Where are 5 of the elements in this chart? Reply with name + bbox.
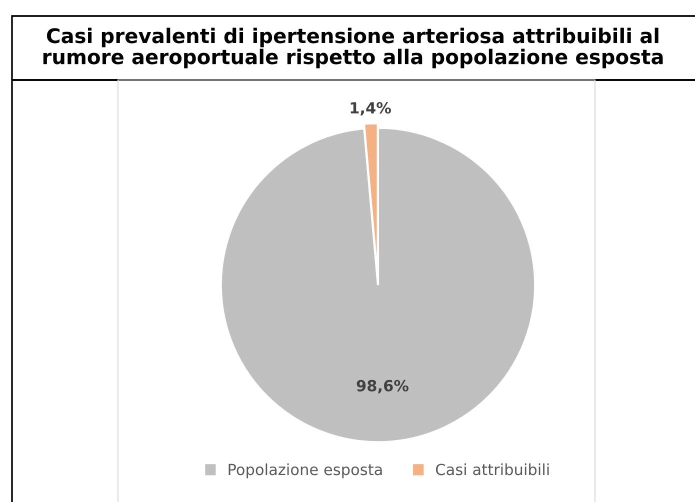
data-label: 1,4% [350,102,391,116]
data-label: 98,6% [356,380,409,394]
legend-label: Popolazione esposta [228,463,382,478]
chart-title: Casi prevalenti di ipertensione arteriosa attribuibili al rumore aeroportuale rispetto alla popolazione esposta [43,28,663,68]
legend-label: Casi attribuibili [436,463,549,476]
